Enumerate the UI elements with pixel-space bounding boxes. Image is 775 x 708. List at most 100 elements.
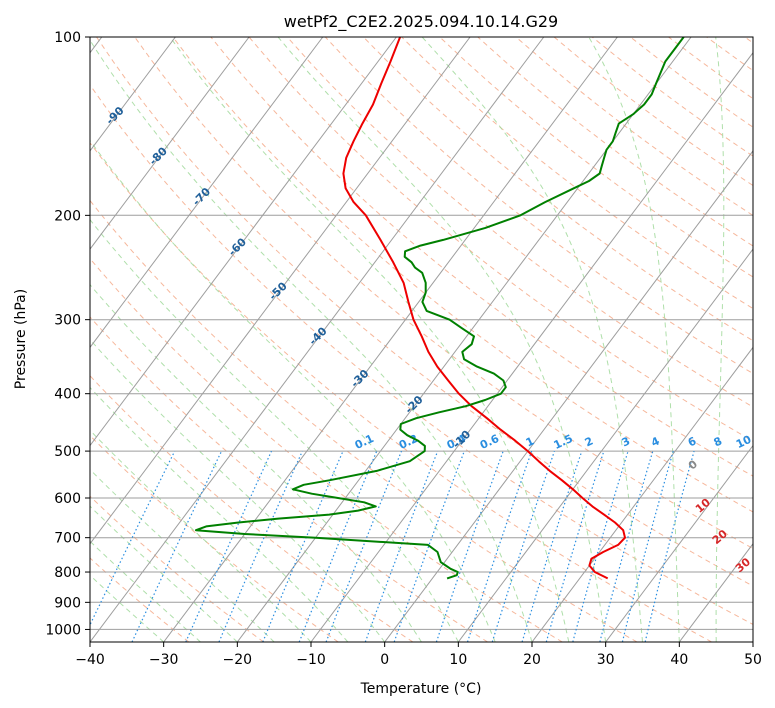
y-tick-label: 800 bbox=[54, 565, 81, 581]
isotherm-label: -60 bbox=[226, 235, 249, 258]
moist-adiabat-line bbox=[90, 139, 496, 642]
dry-adiabat-line bbox=[324, 37, 753, 375]
mixing-ratio-label: 0.1 bbox=[353, 432, 376, 452]
dry-adiabat-line bbox=[668, 37, 753, 100]
dry-adiabat-line bbox=[286, 37, 753, 408]
dry-adiabat-line bbox=[96, 37, 753, 587]
mixing-ratio-label: 2 bbox=[583, 434, 595, 449]
y-tick-label: 100 bbox=[54, 30, 81, 46]
plot-frame bbox=[89, 36, 754, 643]
isotherm-line bbox=[90, 37, 397, 447]
moist-adiabat-label: 0 bbox=[686, 457, 700, 472]
mixing-ratio-label: 0.6 bbox=[478, 432, 501, 452]
mixing-ratio-label: 13 bbox=[760, 433, 775, 451]
moist-adiabat-line bbox=[588, 37, 680, 642]
mixing-ratio-line bbox=[466, 450, 533, 642]
moist-adiabat-label: 20 bbox=[710, 527, 730, 547]
mixing-ratio-label: 10 bbox=[734, 433, 754, 451]
dewpoint-line bbox=[194, 37, 685, 580]
isotherm-line bbox=[236, 37, 692, 642]
isotherm-label: -40 bbox=[306, 324, 329, 347]
isotherm-label: -20 bbox=[402, 393, 425, 416]
mixing-ratio-line bbox=[325, 450, 403, 642]
isotherm-line bbox=[90, 37, 176, 152]
moist-adiabat-line bbox=[277, 37, 607, 642]
y-tick-label: 900 bbox=[54, 595, 81, 611]
mixing-ratio-line bbox=[435, 450, 504, 642]
mixing-ratio-line bbox=[644, 450, 695, 642]
y-axis-ticks: 100 200 300 400 500 600 700 800 900 1000 bbox=[45, 30, 90, 638]
x-tick-label: 10 bbox=[449, 652, 467, 668]
x-axis-title: Temperature (°C) bbox=[360, 681, 482, 697]
mixing-ratio-lines: 0.10.20.40.611.52346810131620253036 bbox=[90, 432, 775, 642]
y-tick-label: 700 bbox=[54, 531, 81, 547]
x-tick-label: 30 bbox=[597, 652, 615, 668]
dry-adiabat-line bbox=[553, 37, 753, 187]
x-tick-label: −30 bbox=[149, 652, 179, 668]
moist-adiabat-line bbox=[90, 283, 422, 642]
moist-adiabat-line bbox=[90, 540, 201, 642]
dry-adiabat-line bbox=[401, 37, 753, 310]
y-tick-label: 200 bbox=[54, 208, 81, 224]
mixing-ratio-label: 4 bbox=[649, 434, 662, 449]
isotherm-line bbox=[90, 37, 545, 642]
moist-adiabat-line bbox=[90, 429, 312, 642]
dry-adiabat-line bbox=[90, 495, 264, 642]
mixing-ratio-line bbox=[521, 450, 583, 642]
moist-adiabat-line bbox=[169, 37, 570, 642]
isotherm-line bbox=[163, 37, 618, 642]
mixing-ratio-line bbox=[298, 450, 378, 642]
mixing-ratio-line bbox=[621, 450, 674, 642]
x-tick-label: −40 bbox=[75, 652, 105, 668]
mixing-ratio-line bbox=[364, 450, 439, 642]
x-axis-ticks: −40 −30 −20 −10 0 10 20 30 40 50 bbox=[75, 642, 762, 668]
moist-adiabat-line bbox=[90, 574, 165, 642]
mixing-ratio-line bbox=[393, 450, 465, 642]
moist-adiabat-line bbox=[421, 37, 643, 642]
dry-adiabat-line bbox=[90, 142, 712, 642]
x-tick-label: 50 bbox=[744, 652, 762, 668]
dry-adiabat-line bbox=[439, 37, 753, 278]
mixing-ratio-line bbox=[491, 450, 555, 642]
mixing-ratio-line bbox=[572, 450, 629, 642]
background-guide-lines bbox=[90, 37, 753, 642]
mixing-ratio-line bbox=[131, 450, 223, 642]
y-tick-label: 300 bbox=[54, 313, 81, 329]
moist-adiabat-line bbox=[90, 386, 349, 642]
y-tick-label: 600 bbox=[54, 491, 81, 507]
x-tick-label: 40 bbox=[670, 652, 688, 668]
dry-adiabat-line bbox=[90, 557, 190, 642]
mixing-ratio-line bbox=[185, 450, 273, 642]
mixing-ratio-label: 1.5 bbox=[552, 432, 575, 452]
y-tick-label: 400 bbox=[54, 387, 81, 403]
moist-adiabat-line bbox=[90, 468, 275, 642]
sounding-series bbox=[194, 37, 685, 580]
mixing-ratio-label: 8 bbox=[712, 434, 724, 449]
isotherm-line bbox=[605, 444, 753, 642]
isotherm-line bbox=[384, 150, 753, 642]
isotherm-label: -50 bbox=[267, 279, 290, 302]
dry-adiabat-line bbox=[477, 37, 753, 247]
isotherm-label: -70 bbox=[190, 185, 213, 208]
x-tick-label: −10 bbox=[296, 652, 326, 668]
dry-adiabat-line bbox=[134, 37, 753, 550]
x-tick-label: −20 bbox=[223, 652, 253, 668]
x-tick-label: 0 bbox=[380, 652, 389, 668]
chart-title: wetPf2_C2E2.2025.094.10.14.G29 bbox=[284, 12, 558, 32]
moist-adiabat-line bbox=[90, 505, 238, 642]
isotherm-line bbox=[310, 51, 753, 642]
dry-adiabat-line bbox=[90, 375, 414, 642]
dry-adiabat-line bbox=[90, 257, 563, 642]
y-tick-label: 1000 bbox=[45, 622, 81, 638]
isotherm-label: -100 bbox=[56, 62, 85, 91]
y-tick-label: 500 bbox=[54, 444, 81, 460]
moist-adiabat-label: 10 bbox=[693, 496, 713, 516]
dry-adiabat-line bbox=[210, 37, 753, 477]
dry-adiabat-line bbox=[90, 199, 638, 642]
isotherm-line bbox=[457, 248, 753, 642]
mixing-ratio-line bbox=[545, 450, 605, 642]
mixing-ratio-line bbox=[90, 450, 176, 627]
isotherm-label: -90 bbox=[103, 104, 126, 127]
moist-adiabat-line bbox=[90, 218, 459, 642]
